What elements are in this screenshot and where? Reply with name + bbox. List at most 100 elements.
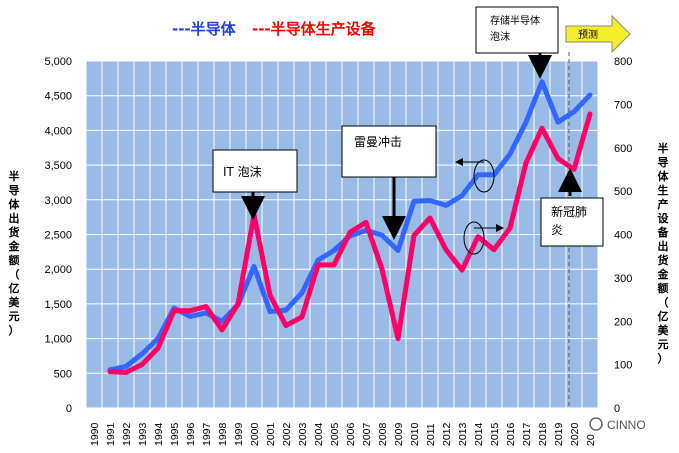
x-tick-label: 2016 <box>505 422 517 446</box>
x-tick-label: 1998 <box>217 422 229 446</box>
axis-title-char: 货 <box>657 253 669 267</box>
watermark: CINNO <box>607 418 646 432</box>
annotation-lehman: 雷曼冲击 <box>354 134 402 149</box>
axis-title-char: 金 <box>8 239 21 253</box>
axis-title-char: 亿 <box>658 309 669 323</box>
y-left-tick-label: 4,500 <box>44 91 72 103</box>
x-tick-label: 1997 <box>201 422 213 446</box>
axis-title-char: 半 <box>658 141 669 155</box>
x-tick-label: 2002 <box>281 422 293 446</box>
y-right-tick-label: 300 <box>614 273 632 285</box>
axis-title-char: 额 <box>9 253 20 267</box>
y-left-tick-label: 0 <box>66 403 72 415</box>
axis-title-char: 美 <box>9 295 21 309</box>
y-left-tick-label: 4,000 <box>44 125 72 137</box>
x-tick-label: 2014 <box>473 422 485 446</box>
annotation-storage-line1: 存储半导体 <box>490 14 540 27</box>
y-right-tick-label: 100 <box>614 360 632 372</box>
axis-title-char: 额 <box>658 281 669 295</box>
x-tick-label: 1991 <box>105 422 117 446</box>
x-tick-label: 1993 <box>137 422 149 446</box>
axis-title-char: 出 <box>658 239 669 253</box>
y-left-tick-label: 1,000 <box>44 334 72 346</box>
axis-title-char: 体 <box>658 169 670 183</box>
series-equipment-line <box>107 111 593 375</box>
x-tick-label: 2012 <box>441 422 453 446</box>
y-right-tick-label: 600 <box>614 143 632 155</box>
x-tick-label: 2017 <box>521 422 533 446</box>
y-right-tick-label: 500 <box>614 186 632 198</box>
axis-title-char: 备 <box>657 225 670 239</box>
x-tick-label: 2011 <box>425 423 437 446</box>
left-axis-ticks: 0 500 1,000 1,500 2,000 2,500 3,000 3,500 4,000 4… <box>44 56 72 415</box>
y-right-tick-label: 200 <box>614 316 632 328</box>
x-tick-label: 20 <box>585 434 597 446</box>
axis-title-char: 元 <box>658 338 669 351</box>
annotation-covid-line1: 新冠肺 <box>551 204 587 219</box>
x-tick-label: 1990 <box>89 422 101 446</box>
annotation-covid-line2: 炎 <box>551 223 563 237</box>
y-left-tick-label: 2,500 <box>44 230 72 242</box>
axis-title-char: 生 <box>658 183 669 197</box>
x-tick-label: 1995 <box>169 422 181 446</box>
x-tick-label: 2009 <box>393 422 405 446</box>
y-left-tick-label: 5,000 <box>44 56 72 68</box>
x-tick-label: 2013 <box>457 422 469 446</box>
axis-title-char: 导 <box>9 184 20 197</box>
forecast-arrow <box>565 14 631 54</box>
x-tick-label: 2020 <box>569 422 581 446</box>
axis-title-char: 导 <box>658 156 669 169</box>
y-right-tick-label: 800 <box>614 56 632 68</box>
gridlines <box>85 60 599 409</box>
axis-title-char: 体 <box>9 197 21 211</box>
x-tick-label: 2019 <box>553 422 565 446</box>
axis-title-char: 半 <box>9 169 20 183</box>
forecast-label: 预测 <box>578 28 598 41</box>
axis-title-char: ） <box>9 324 20 337</box>
x-tick-label: 2000 <box>249 422 261 446</box>
annotation-storage-line2: 泡沫 <box>490 30 510 43</box>
legend-semiconductor: ---半导体 <box>172 20 237 38</box>
y-right-tick-label: 700 <box>614 99 632 111</box>
y-left-tick-label: 500 <box>54 368 72 380</box>
axis-title-char: （ <box>9 268 20 281</box>
axis-title-char: 亿 <box>9 281 20 295</box>
x-tick-label: 2010 <box>409 422 421 446</box>
right-axis-ticks: 0 100 200 300 400 500 600 700 800 <box>614 56 632 415</box>
x-axis-ticks: 1990 1991 1992 1993 1994 1995 1996 1997 1998 1999… <box>89 422 597 446</box>
x-tick-label: 1999 <box>233 422 245 446</box>
x-tick-label: 2003 <box>297 422 309 446</box>
x-tick-label: 1996 <box>185 422 197 446</box>
axis-title-char: 设 <box>658 211 670 225</box>
axis-title-char: 货 <box>8 225 20 239</box>
y-right-tick-label: 400 <box>614 230 632 242</box>
axis-title-char: 元 <box>9 310 20 323</box>
annotation-storage-box <box>475 6 559 54</box>
x-tick-label: 2006 <box>345 422 357 446</box>
x-tick-label: 1994 <box>153 422 165 446</box>
x-tick-label: 2004 <box>313 422 325 446</box>
axis-title-char: 出 <box>9 211 20 225</box>
annotation-it-bubble-box <box>212 149 298 193</box>
axis-title-char: 产 <box>658 197 669 211</box>
semi-axis-indicator <box>473 159 495 193</box>
x-tick-label: 1992 <box>121 422 133 446</box>
annotation-covid-box <box>540 197 604 247</box>
x-tick-label: 2005 <box>329 422 341 446</box>
axis-title-char: 美 <box>658 323 670 337</box>
axis-title-char: ） <box>658 352 669 365</box>
equip-axis-indicator <box>463 221 485 255</box>
y-left-tick-label: 2,000 <box>44 264 72 276</box>
axis-title-char: 金 <box>657 267 670 281</box>
legend-equipment: ---半导体生产设备 <box>252 20 377 38</box>
x-tick-label: 2008 <box>377 422 389 446</box>
y-right-tick-label: 0 <box>614 403 620 415</box>
annotation-lehman-box <box>341 125 437 178</box>
y-left-tick-label: 1,500 <box>44 299 72 311</box>
axis-title-char: （ <box>658 296 669 309</box>
x-tick-label: 2001 <box>265 422 277 446</box>
x-tick-label: 2007 <box>361 422 373 446</box>
